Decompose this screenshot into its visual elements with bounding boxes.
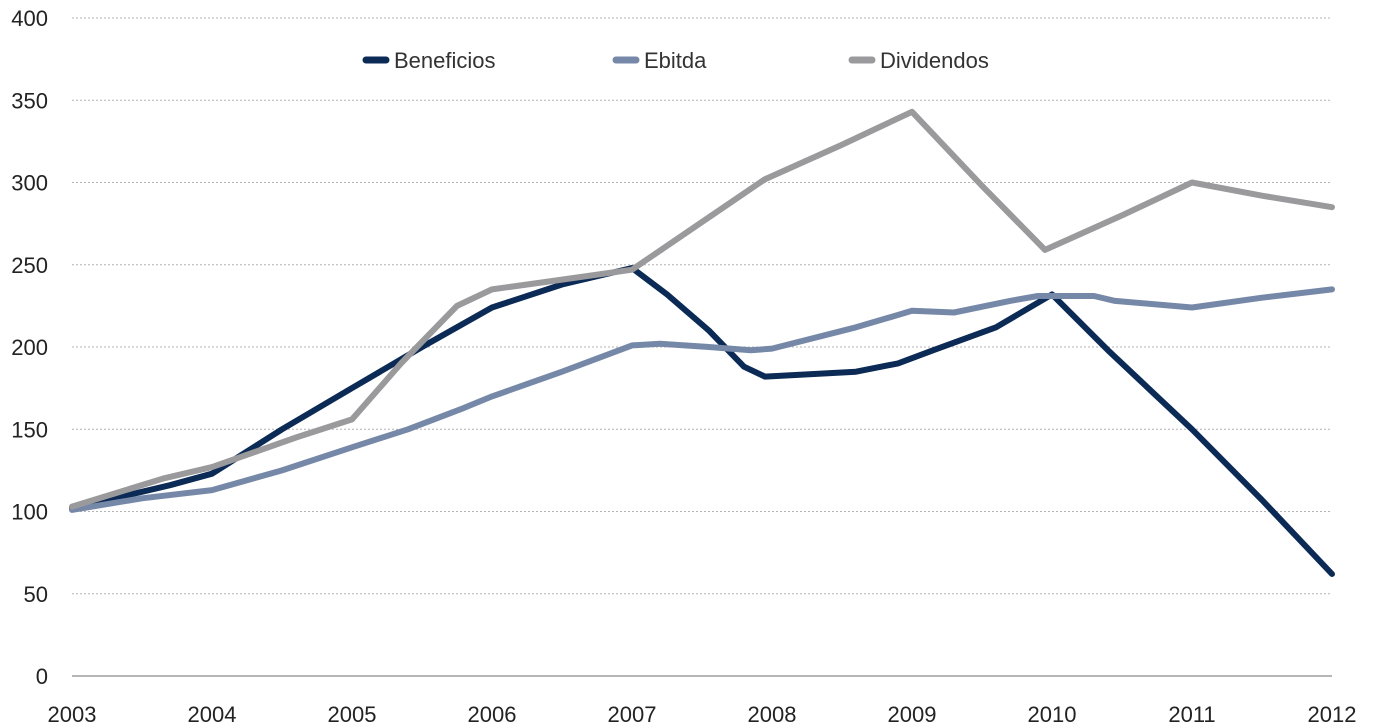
series-line-beneficios <box>69 265 1335 577</box>
y-tick-label: 0 <box>36 664 48 689</box>
legend-label-ebitda: Ebitda <box>644 48 707 73</box>
legend-label-dividendos: Dividendos <box>880 48 989 73</box>
y-tick-label: 50 <box>24 582 48 607</box>
y-tick-label: 150 <box>11 417 48 442</box>
y-tick-label: 350 <box>11 88 48 113</box>
x-tick-label: 2004 <box>188 702 237 725</box>
x-tick-label: 2011 <box>1168 702 1215 725</box>
y-tick-label: 100 <box>11 500 48 525</box>
series-line-dividendos <box>69 108 1335 510</box>
y-tick-label: 300 <box>11 171 48 196</box>
x-tick-label: 2007 <box>608 702 657 725</box>
series-lines <box>69 108 1335 577</box>
y-tick-label: 400 <box>11 6 48 31</box>
x-tick-label: 2006 <box>468 702 517 725</box>
x-tick-label: 2010 <box>1028 702 1077 725</box>
series-line-ebitda <box>69 286 1335 513</box>
y-axis-tick-labels: 0 50 100 150 200 250 300 350 400 <box>11 6 48 689</box>
x-tick-label: 2008 <box>748 702 797 725</box>
legend: Beneficios Ebitda Dividendos <box>362 48 989 73</box>
x-tick-label: 2012 <box>1308 702 1357 725</box>
y-tick-label: 250 <box>11 253 48 278</box>
legend-label-beneficios: Beneficios <box>394 48 496 73</box>
x-axis-tick-labels: 2003 2004 2005 2006 2007 2008 2009 2010 2011 2012 <box>48 702 1357 725</box>
x-tick-label: 2003 <box>48 702 97 725</box>
x-tick-label: 2009 <box>888 702 937 725</box>
y-tick-label: 200 <box>11 335 48 360</box>
x-tick-label: 2005 <box>328 702 377 725</box>
